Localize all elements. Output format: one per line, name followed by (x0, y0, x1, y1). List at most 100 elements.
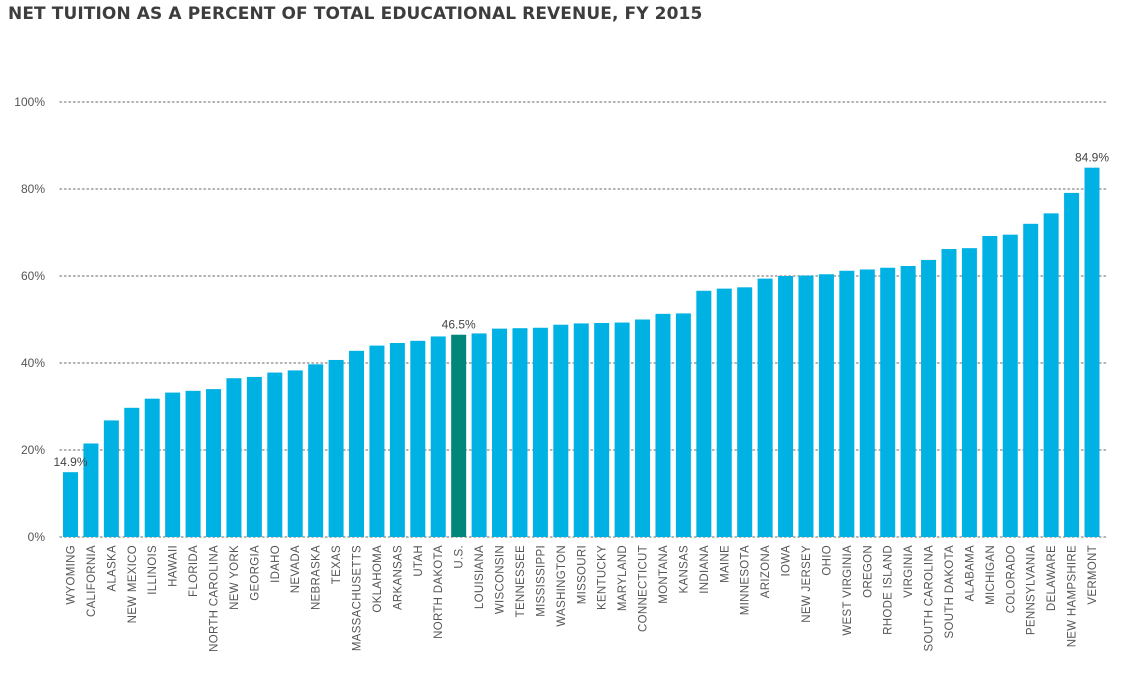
bar-north-dakota (430, 336, 446, 537)
x-tick-label-maryland: MARYLAND (617, 545, 629, 611)
x-tick-label-arkansas: ARKANSAS (392, 545, 404, 610)
bar-north-carolina (206, 389, 222, 537)
x-tick-label-new-mexico: NEW MEXICO (127, 545, 139, 623)
bar-connecticut (635, 319, 651, 537)
bar-kentucky (594, 322, 610, 537)
x-tick-label-alabama: ALABAMA (964, 545, 976, 601)
bar-mississippi (532, 327, 548, 537)
bar-alaska (103, 420, 119, 537)
x-tick-label-delaware: DELAWARE (1046, 545, 1058, 611)
x-tick-label-iowa: IOWA (781, 545, 793, 576)
x-tick-label-colorado: COLORADO (1005, 545, 1017, 613)
bar-arizona (757, 278, 773, 537)
x-tick-label-florida: FLORIDA (188, 545, 200, 597)
x-tick-label-south-carolina: SOUTH CAROLINA (924, 545, 936, 651)
bar-utah (410, 340, 426, 537)
x-tick-label-nevada: NEVADA (290, 545, 302, 593)
bar-new-jersey (798, 275, 814, 537)
x-tick-label-minnesota: MINNESOTA (740, 545, 752, 615)
x-tick-label-pennsylvania: PENNSYLVANIA (1026, 545, 1038, 635)
bar-florida (185, 390, 201, 537)
y-tick-label: 60% (21, 269, 45, 283)
bar-kansas (675, 313, 691, 537)
bar-washington (553, 324, 569, 537)
x-tick-label-rhode-island: RHODE ISLAND (883, 545, 895, 635)
bar-nebraska (308, 364, 324, 537)
data-labels: 14.9% 46.5% 84.9% (53, 151, 1109, 470)
data-label-wyoming: 14.9% (53, 455, 87, 469)
bar-wyoming (63, 472, 78, 537)
x-tick-label-connecticut: CONNECTICUT (638, 545, 650, 632)
bar-louisiana (471, 333, 487, 537)
chart-title: NET TUITION AS A PERCENT OF TOTAL EDUCAT… (8, 4, 703, 24)
x-tick-label-kansas: KANSAS (678, 545, 690, 593)
x-tick-label-arizona: ARIZONA (760, 545, 772, 598)
x-tick-label-tennessee: TENNESSEE (515, 545, 527, 617)
bar-minnesota (737, 287, 753, 537)
x-tick-label-new-york: NEW YORK (229, 545, 241, 610)
bar-oregon (859, 269, 875, 537)
x-axis-ticks: WYOMING CALIFORNIA ALASKA NEW MEXICO ILLINOI… (66, 545, 1100, 652)
bar-pennsylvania (1023, 223, 1039, 538)
bar-ohio (818, 274, 834, 537)
y-tick-label: 0% (28, 530, 46, 544)
x-tick-label-wyoming: WYOMING (66, 545, 78, 605)
x-tick-label-texas: TEXAS (331, 545, 343, 584)
bar-montana (655, 313, 671, 537)
y-tick-label: 40% (21, 356, 45, 370)
bar-delaware (1043, 213, 1059, 538)
x-tick-label-illinois: ILLINOIS (147, 545, 159, 595)
x-tick-label-new-hampshire: NEW HAMPSHIRE (1067, 545, 1079, 647)
bar-massachusetts (349, 350, 365, 537)
x-tick-label-nebraska: NEBRASKA (311, 545, 323, 610)
x-tick-label-new-jersey: NEW JERSEY (801, 545, 813, 623)
x-tick-label-missouri: MISSOURI (576, 545, 588, 604)
bar-alabama (961, 248, 977, 537)
y-tick-label: 80% (21, 182, 45, 196)
x-tick-label-louisiana: LOUISIANA (474, 545, 486, 609)
bar-rhode-island (880, 267, 896, 537)
bar-u-s (451, 334, 467, 537)
x-tick-label-michigan: MICHIGAN (985, 545, 997, 605)
x-tick-label-alaska: ALASKA (106, 545, 118, 592)
x-tick-label-ohio: OHIO (821, 545, 833, 576)
bar-new-hampshire (1064, 192, 1080, 538)
bar-illinois (144, 398, 160, 537)
bar-oklahoma (369, 345, 385, 537)
x-tick-label-hawaii: HAWAII (168, 545, 180, 587)
x-tick-label-west-virginia: WEST VIRGINIA (842, 545, 854, 636)
bar-arkansas (389, 342, 405, 537)
data-label-vermont: 84.9% (1075, 151, 1109, 165)
bar-colorado (1002, 234, 1018, 538)
x-tick-label-montana: MONTANA (658, 545, 670, 604)
bar-texas (328, 359, 344, 537)
y-tick-label: 100% (14, 95, 45, 109)
bar-west-virginia (839, 270, 855, 537)
x-tick-label-utah: UTAH (413, 545, 425, 577)
y-tick-label: 20% (21, 443, 45, 457)
bars (63, 167, 1100, 538)
bar-wisconsin (492, 328, 508, 537)
bar-missouri (573, 323, 589, 537)
x-tick-label-virginia: VIRGINIA (903, 545, 915, 598)
x-tick-label-massachusetts: MASSACHUSETTS (352, 545, 364, 651)
x-tick-label-u-s: U.S. (454, 545, 466, 569)
bar-new-mexico (124, 407, 140, 537)
bar-california (83, 443, 99, 537)
x-tick-label-north-carolina: NORTH CAROLINA (209, 545, 221, 652)
x-tick-label-idaho: IDAHO (270, 545, 282, 583)
x-tick-label-kentucky: KENTUCKY (597, 545, 609, 610)
bar-south-dakota (941, 249, 957, 537)
bar-michigan (982, 235, 998, 538)
x-tick-label-indiana: INDIANA (699, 545, 711, 594)
x-tick-label-washington: WASHINGTON (556, 545, 568, 627)
x-tick-label-wisconsin: WISCONSIN (495, 545, 507, 614)
bar-georgia (246, 376, 262, 537)
y-axis-ticks: 0% 20% 40% 60% 80% 100% (14, 95, 45, 544)
x-tick-label-vermont: VERMONT (1087, 545, 1099, 605)
bar-nevada (287, 370, 303, 537)
x-tick-label-north-dakota: NORTH DAKOTA (433, 545, 445, 639)
x-tick-label-california: CALIFORNIA (86, 545, 98, 617)
x-tick-label-maine: MAINE (719, 545, 731, 583)
x-tick-label-south-dakota: SOUTH DAKOTA (944, 545, 956, 639)
